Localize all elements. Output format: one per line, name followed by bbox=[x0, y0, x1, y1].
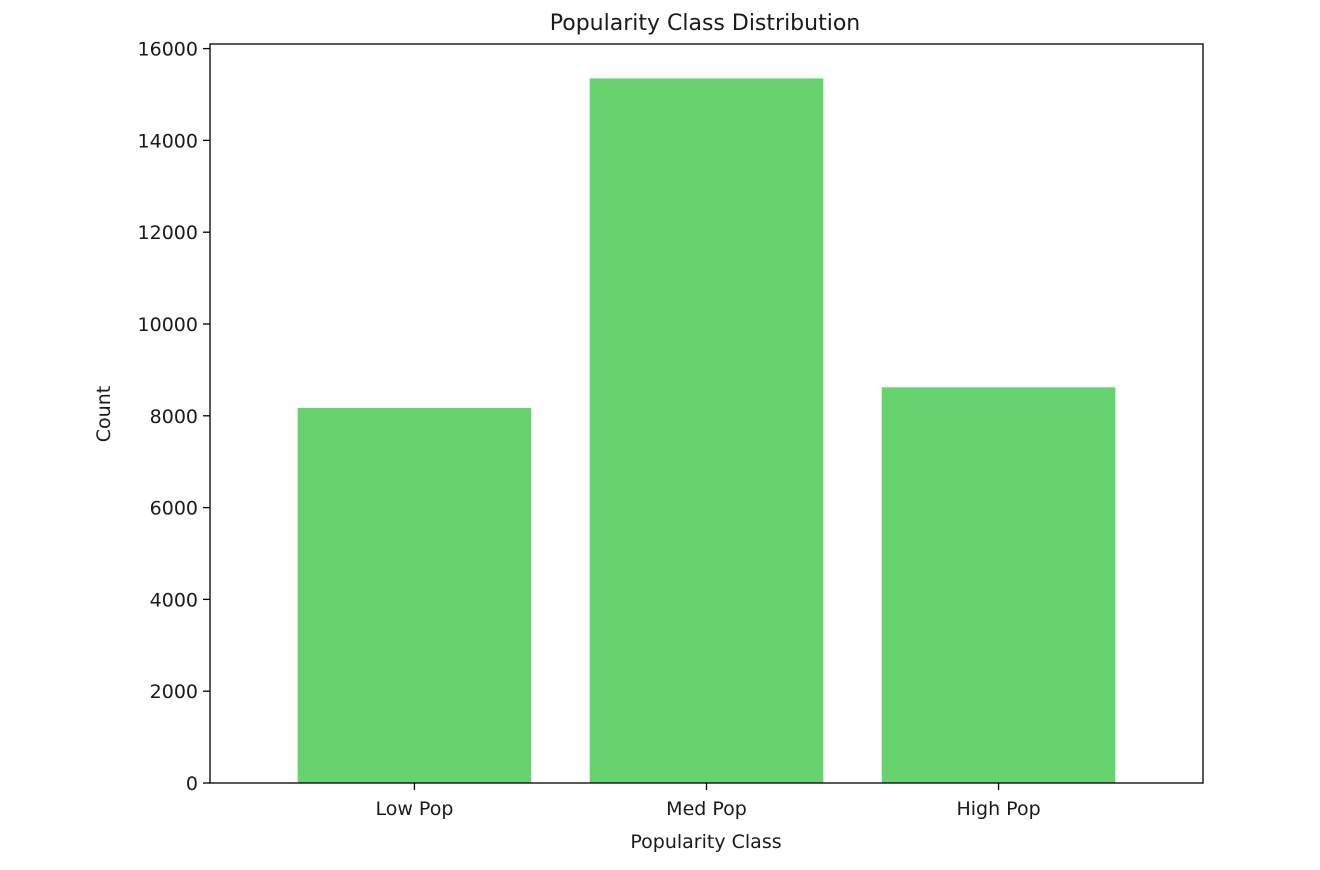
bar-med-pop bbox=[589, 78, 824, 783]
y-tick-label: 4000 bbox=[150, 589, 198, 611]
x-tick-label: High Pop bbox=[956, 798, 1040, 820]
y-tick-label: 8000 bbox=[150, 406, 198, 428]
y-tick-label: 0 bbox=[186, 773, 198, 795]
x-axis: Low Pop Med Pop High Pop bbox=[375, 783, 1041, 820]
y-tick-label: 12000 bbox=[138, 222, 198, 244]
y-tick-label: 6000 bbox=[150, 498, 198, 520]
x-tick-label: Low Pop bbox=[375, 798, 453, 820]
x-tick-label: Med Pop bbox=[666, 798, 747, 820]
bar-high-pop bbox=[881, 387, 1116, 783]
chart-title: Popularity Class Distribution bbox=[550, 11, 860, 36]
bars-layer bbox=[297, 78, 1116, 783]
x-axis-label: Popularity Class bbox=[630, 831, 781, 853]
y-axis-label: Count bbox=[93, 386, 115, 442]
bar-low-pop bbox=[297, 407, 532, 783]
y-axis: 0 2000 4000 6000 8000 10000 12000 14000 16000 bbox=[138, 39, 210, 795]
y-tick-label: 10000 bbox=[138, 314, 198, 336]
y-tick-label: 14000 bbox=[138, 130, 198, 152]
y-tick-label: 2000 bbox=[150, 681, 198, 703]
y-tick-label: 16000 bbox=[138, 39, 198, 61]
